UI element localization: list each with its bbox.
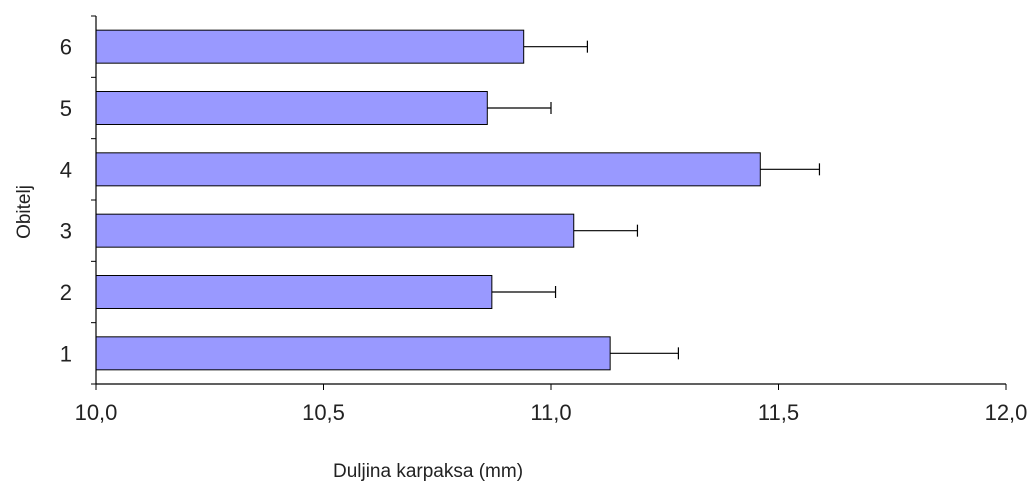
y-tick-label-3: 3 xyxy=(60,219,72,244)
error-bar-4 xyxy=(760,163,821,176)
error-bar-5 xyxy=(487,102,552,114)
axes-layer xyxy=(95,16,1006,385)
x-tick-label-0: 10,0 xyxy=(75,400,118,425)
y-ticks: 1 2 3 4 5 6 xyxy=(60,15,96,385)
error-bar-1 xyxy=(610,347,680,360)
error-bars-layer xyxy=(487,40,821,360)
error-bar-6 xyxy=(523,40,589,53)
x-ticks: 10,0 10,5 11,0 11,5 12,0 xyxy=(75,384,1028,425)
x-tick-label-3: 11,5 xyxy=(758,400,799,425)
error-bar-3 xyxy=(573,224,639,237)
x-axis-title: Duljina karpaksa (mm) xyxy=(333,461,523,482)
y-axis-title: Obitelj xyxy=(14,185,35,239)
x-tick-label-4: 12,0 xyxy=(985,400,1028,425)
y-tick-label-4: 4 xyxy=(60,157,72,182)
bar-1 xyxy=(95,336,611,371)
bar-3 xyxy=(95,213,575,248)
x-tick-label-2: 11,0 xyxy=(530,400,571,425)
y-tick-label-2: 2 xyxy=(60,280,72,305)
x-tick-label-1: 10,5 xyxy=(302,400,345,425)
error-bar-2 xyxy=(491,286,557,298)
y-tick-label-5: 5 xyxy=(60,96,72,121)
bars-layer xyxy=(95,29,761,371)
bar-4 xyxy=(95,152,761,187)
bar-2 xyxy=(95,275,493,309)
y-tick-label-1: 1 xyxy=(60,341,72,366)
bar-6 xyxy=(95,29,525,64)
bar-5 xyxy=(95,91,488,125)
y-tick-label-6: 6 xyxy=(60,35,72,60)
